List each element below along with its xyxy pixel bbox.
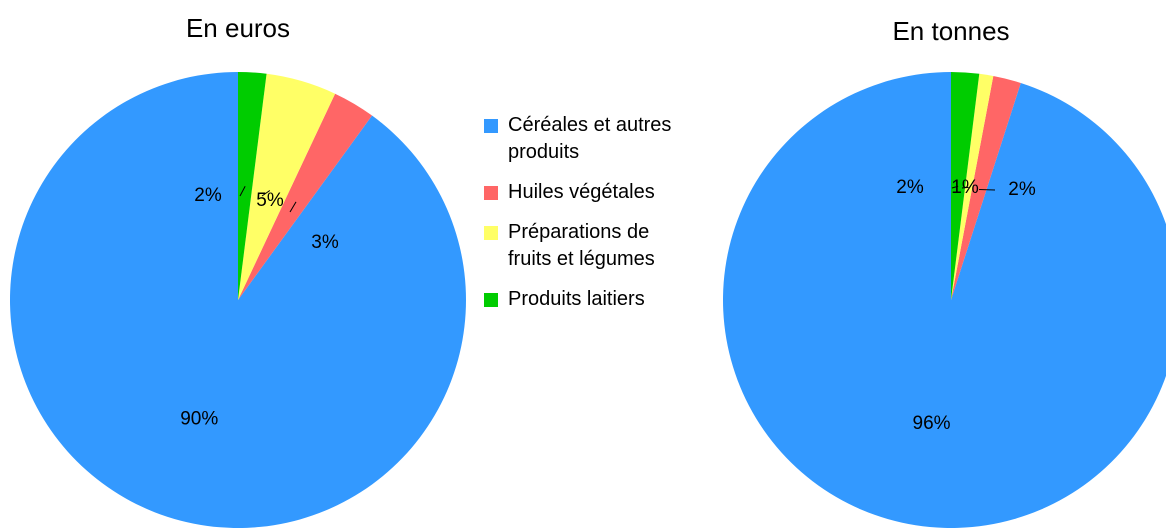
pie-slice (723, 72, 1166, 528)
leader-line (951, 185, 959, 189)
data-label: 5% (256, 190, 284, 211)
data-label: 96% (913, 413, 951, 434)
legend-label: Produits laitiers (508, 288, 645, 310)
data-label: 2% (194, 185, 222, 206)
pie-slice (951, 72, 980, 300)
chart-title: En tonnes (892, 16, 1009, 46)
legend-item: Préparations de fruits et légumes (484, 219, 688, 273)
data-label: 1% (951, 177, 979, 198)
data-label: 2% (896, 177, 924, 198)
pie-slice (238, 73, 336, 300)
legend-swatch (484, 186, 498, 200)
data-label: 90% (180, 408, 218, 429)
legend-swatch (484, 226, 498, 240)
legend-item: Céréales et autres produits (484, 112, 688, 166)
pie-slice (951, 75, 1021, 300)
leader-line (261, 190, 271, 197)
chart-title: En euros (186, 13, 290, 43)
legend-swatch (484, 293, 498, 307)
leader-line (239, 185, 246, 197)
legend-item: Huiles végétales (484, 179, 688, 206)
legend-swatch (484, 119, 498, 133)
pie-slice (238, 93, 373, 300)
pie-slice (951, 73, 994, 300)
legend-item: Produits laitiers (484, 286, 688, 313)
data-label: 2% (1008, 179, 1036, 200)
legend-label: Préparations de fruits et légumes (508, 221, 655, 270)
leader-line (961, 186, 969, 189)
data-label: 3% (311, 232, 339, 253)
legend: Céréales et autres produits Huiles végéta… (484, 112, 699, 326)
legend-label: Céréales et autres produits (508, 114, 672, 163)
pie-slice (238, 72, 267, 300)
leader-line (289, 201, 297, 213)
legend-label: Huiles végétales (508, 181, 655, 203)
